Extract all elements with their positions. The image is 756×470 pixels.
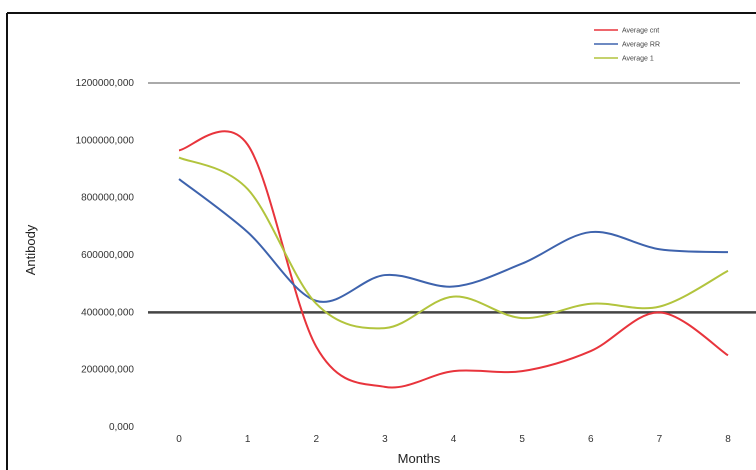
- x-tick-label: 2: [313, 434, 319, 445]
- x-tick-label: 4: [451, 434, 457, 445]
- legend: Average cnt Average RR Average 1: [594, 28, 660, 63]
- y-axis-ticks: 0,000 200000,000 400000,000 600000,000 80000…: [76, 78, 135, 433]
- y-tick-label: 400000,000: [81, 307, 134, 318]
- legend-label-1: Average cnt: [622, 28, 659, 35]
- legend-label-2: Average RR: [622, 42, 660, 49]
- x-tick-label: 1: [245, 434, 251, 445]
- series-line-3: [178, 156, 729, 330]
- y-tick-label: 200000,000: [81, 365, 134, 376]
- x-tick-label: 7: [657, 434, 663, 445]
- x-tick-label: 0: [176, 434, 182, 445]
- y-tick-label: 1200000,000: [76, 78, 135, 89]
- y-tick-label: 600000,000: [81, 250, 134, 261]
- y-tick-label: 1000000,000: [76, 135, 135, 146]
- x-tick-label: 5: [519, 434, 525, 445]
- x-tick-label: 3: [382, 434, 388, 445]
- x-axis-title: Months: [398, 451, 441, 466]
- x-tick-label: 8: [725, 434, 731, 445]
- y-tick-label: 800000,000: [81, 193, 134, 204]
- series-line-1: [178, 130, 729, 389]
- series-line-2: [178, 178, 729, 303]
- y-axis-title: Antibody: [23, 224, 38, 275]
- legend-label-3: Average 1: [622, 56, 654, 63]
- series-lines: [178, 130, 729, 389]
- y-tick-label: 0,000: [109, 422, 134, 433]
- x-tick-label: 6: [588, 434, 594, 445]
- x-axis-ticks: 0 1 2 3 4 5 6 7 8: [176, 434, 731, 445]
